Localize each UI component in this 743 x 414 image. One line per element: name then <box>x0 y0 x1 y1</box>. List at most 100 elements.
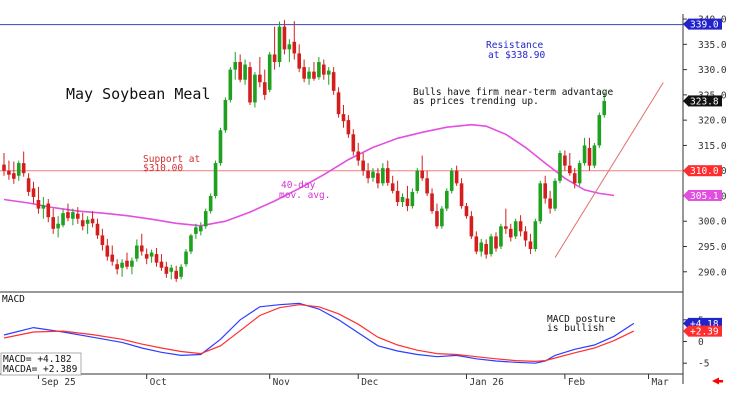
candle-body <box>563 155 567 166</box>
candle-body <box>120 262 124 268</box>
candle <box>169 264 174 280</box>
candle <box>356 142 361 166</box>
candle <box>297 44 301 73</box>
candle-body <box>395 190 400 203</box>
price-tags: 339.0 323.8 310.0 305.1 +4.18+2.39 <box>683 18 722 338</box>
candle <box>125 252 129 270</box>
candle-body <box>71 212 75 219</box>
candle-body <box>341 114 346 122</box>
scroll-arrow-icon[interactable] <box>712 377 723 385</box>
price-tag-box <box>688 189 722 201</box>
candle <box>528 233 533 255</box>
candle <box>420 155 424 181</box>
candle <box>184 249 188 267</box>
macd-panel-title: MACD <box>2 294 25 305</box>
candle <box>7 160 11 180</box>
candle-body <box>248 67 252 103</box>
candle <box>258 56 262 88</box>
month-tick-label: Mar <box>652 377 669 388</box>
candle-body <box>548 198 552 209</box>
candle <box>164 261 169 278</box>
candle <box>336 87 341 118</box>
candle <box>508 223 513 242</box>
candle <box>71 208 75 226</box>
candle <box>149 249 154 263</box>
price-tag-pointer <box>683 326 688 337</box>
price-tag-pointer <box>683 190 688 201</box>
candle-body <box>7 170 11 175</box>
candlestick-series <box>2 20 607 282</box>
candle <box>385 160 390 186</box>
candle <box>189 233 193 255</box>
candle-body <box>80 220 85 227</box>
candle-body <box>366 170 370 179</box>
candle <box>194 223 198 239</box>
candle <box>435 203 439 229</box>
candle-body <box>504 226 508 229</box>
candle <box>381 163 385 186</box>
month-tick-label: Dec <box>361 377 378 388</box>
candle <box>66 203 70 222</box>
candle-body <box>336 92 341 115</box>
candle-body <box>572 173 577 184</box>
candle <box>115 259 119 275</box>
candle <box>21 151 26 177</box>
candle-body <box>474 236 479 252</box>
candle-body <box>385 168 390 183</box>
candle <box>16 160 21 181</box>
chart-title: May Soybean Meal <box>66 85 211 103</box>
candle <box>425 170 429 196</box>
candle <box>494 232 498 252</box>
candle <box>464 203 469 219</box>
candle-body <box>51 217 55 229</box>
candle-body <box>243 64 247 80</box>
candle-body <box>2 164 6 171</box>
candle-body <box>405 198 410 207</box>
price-tag-label: +2.39 <box>690 327 719 338</box>
candle <box>76 207 80 224</box>
candle-body <box>76 213 80 219</box>
candle <box>489 233 493 257</box>
candle-body <box>543 183 547 199</box>
candle-body <box>287 44 292 50</box>
candle-body <box>31 188 36 197</box>
candle <box>592 142 597 169</box>
price-tag-box <box>688 95 722 107</box>
candle-body <box>312 71 316 79</box>
candle <box>208 193 213 214</box>
candle-body <box>489 236 493 255</box>
candle <box>410 188 415 209</box>
candle <box>577 160 582 186</box>
candle <box>553 178 557 212</box>
candle-body <box>582 145 587 164</box>
price-tag-box <box>688 317 722 329</box>
candle <box>322 59 326 80</box>
month-tick-label: Feb <box>568 377 585 388</box>
candle <box>253 72 257 108</box>
candle <box>440 206 444 229</box>
candle-body <box>115 264 119 270</box>
price-tick-label: 330.0 <box>698 65 727 76</box>
candle <box>179 264 183 280</box>
candle-body <box>459 183 464 207</box>
candle-body <box>110 254 115 262</box>
candle-body <box>400 196 405 203</box>
candle <box>12 161 16 184</box>
price-tag-box <box>688 18 722 30</box>
candle <box>558 150 562 184</box>
candle-body <box>538 183 543 222</box>
candle-body <box>410 191 415 207</box>
candle <box>307 67 311 85</box>
candle-body <box>415 170 420 191</box>
candle-body <box>587 147 592 166</box>
candle-body <box>169 267 174 272</box>
candle-body <box>66 212 70 219</box>
candle <box>267 51 272 93</box>
trend-line <box>554 82 664 258</box>
candle-body <box>199 226 203 232</box>
price-tag: +4.18 <box>683 317 722 330</box>
macd-commentary-annotation: MACD posture is bullish <box>547 314 616 334</box>
candle-body <box>228 69 233 100</box>
candle <box>449 168 454 194</box>
candle <box>238 54 242 83</box>
